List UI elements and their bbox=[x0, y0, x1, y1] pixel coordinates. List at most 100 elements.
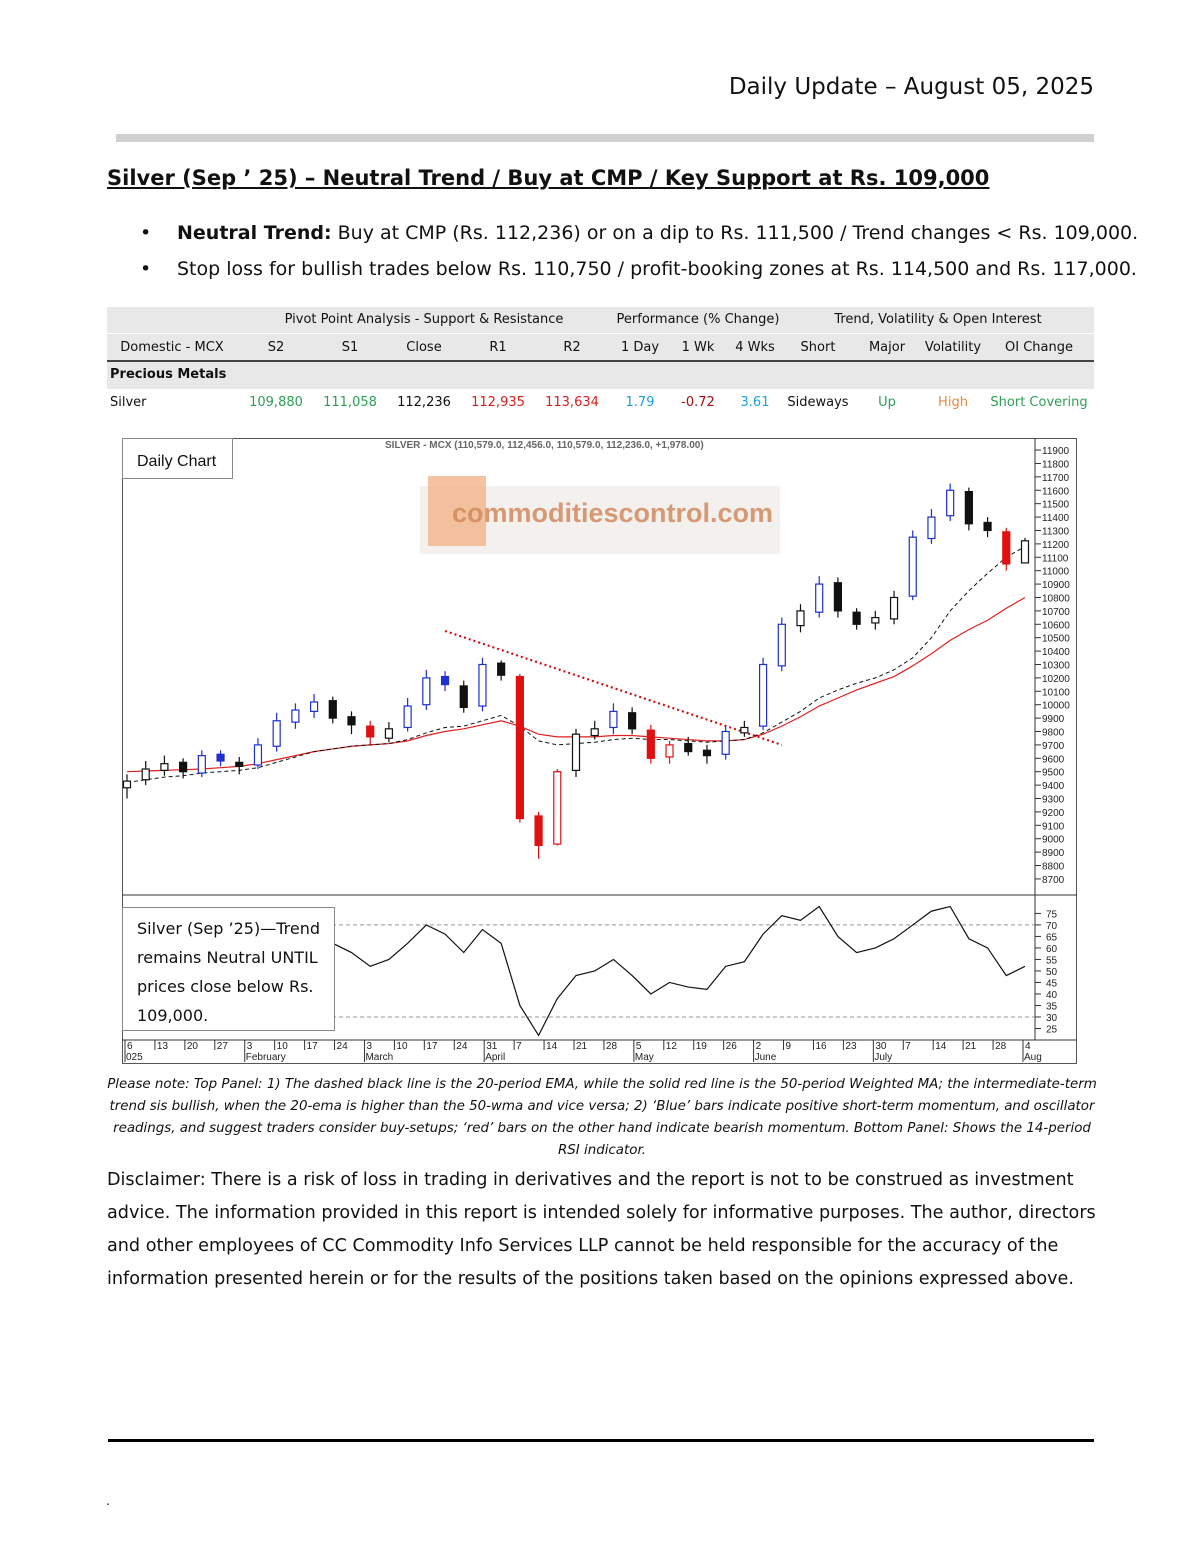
x-tick-label: 21 bbox=[965, 1041, 977, 1052]
candle-body bbox=[646, 729, 655, 759]
y-tick-label: 11800 bbox=[1042, 459, 1070, 470]
table-cell: Up bbox=[878, 395, 896, 410]
rsi-tick-label: 35 bbox=[1046, 1001, 1058, 1012]
note: Please note: Top Panel: 1) The dashed bl… bbox=[107, 1077, 1097, 1158]
month-label: February bbox=[246, 1052, 286, 1063]
x-tick-label: 13 bbox=[157, 1041, 169, 1052]
group-header-row bbox=[107, 307, 1094, 333]
month-label: May bbox=[635, 1052, 654, 1063]
column-header: Short bbox=[800, 340, 836, 355]
section-row bbox=[107, 362, 1094, 389]
y-tick-label: 10000 bbox=[1042, 701, 1070, 712]
x-tick-label: 2 bbox=[756, 1041, 762, 1052]
column-header: Close bbox=[406, 340, 442, 355]
x-tick-label: 24 bbox=[456, 1041, 468, 1052]
x-tick-label: 3 bbox=[366, 1041, 372, 1052]
x-tick-label: 10 bbox=[277, 1041, 289, 1052]
column-header-row bbox=[107, 334, 1094, 362]
y-tick-label: 9600 bbox=[1042, 754, 1065, 765]
table-cell: 3.61 bbox=[740, 395, 770, 410]
candle-body bbox=[328, 700, 337, 719]
table-cell: 109,880 bbox=[249, 395, 303, 410]
bullet-label: Neutral Trend: bbox=[177, 222, 332, 244]
rsi-tick-label: 50 bbox=[1046, 967, 1058, 978]
candle-body bbox=[609, 710, 618, 729]
x-tick-label: 28 bbox=[995, 1041, 1007, 1052]
month-label: July bbox=[874, 1052, 892, 1063]
candle-body bbox=[459, 685, 468, 708]
row-label: Silver bbox=[110, 395, 147, 410]
x-tick-label: 6 bbox=[127, 1041, 133, 1052]
label-box bbox=[122, 438, 233, 479]
candle-body bbox=[553, 771, 562, 845]
candle-body bbox=[590, 728, 599, 737]
candle-body bbox=[534, 815, 543, 847]
candle-body bbox=[197, 755, 206, 774]
candle-body bbox=[347, 716, 356, 726]
x-tick-label: 31 bbox=[486, 1041, 498, 1052]
y-tick-label: 11200 bbox=[1042, 540, 1070, 551]
candle-body bbox=[665, 744, 674, 758]
candle-body bbox=[1002, 531, 1011, 565]
candle-body bbox=[796, 610, 805, 627]
y-tick-label: 9400 bbox=[1042, 781, 1065, 792]
column-header: R2 bbox=[563, 340, 581, 355]
y-tick-label: 10900 bbox=[1042, 580, 1070, 591]
x-tick-label: 27 bbox=[217, 1041, 229, 1052]
x-tick-label: 12 bbox=[666, 1041, 678, 1052]
column-header: 1 Day bbox=[620, 340, 660, 355]
heading: Silver (Sep ’ 25) – Neutral Trend / Buy … bbox=[107, 166, 990, 190]
x-tick-label: 9 bbox=[786, 1041, 792, 1052]
rsi-tick-label: 75 bbox=[1046, 909, 1058, 920]
y-tick-label: 10400 bbox=[1042, 647, 1070, 658]
y-tick-label: 11400 bbox=[1042, 513, 1070, 524]
y-tick-label: 9100 bbox=[1042, 821, 1065, 832]
rsi-tick-label: 30 bbox=[1046, 1013, 1058, 1024]
candle-body bbox=[497, 662, 506, 676]
rsi-tick-label: 55 bbox=[1046, 955, 1058, 966]
rsi-tick-label: 25 bbox=[1046, 1024, 1058, 1035]
rsi-tick-label: 45 bbox=[1046, 978, 1058, 989]
candle-body bbox=[871, 616, 880, 624]
y-tick-label: 9900 bbox=[1042, 714, 1065, 725]
candle-body bbox=[478, 663, 487, 707]
month-label: Aug bbox=[1024, 1052, 1042, 1063]
y-tick-label: 9200 bbox=[1042, 808, 1065, 819]
y-tick-label: 10800 bbox=[1042, 593, 1070, 604]
candle-body bbox=[253, 744, 263, 766]
y-tick-label: 11900 bbox=[1042, 446, 1070, 457]
candle-body bbox=[571, 733, 581, 771]
candle-body bbox=[235, 761, 244, 767]
y-tick-label: 9500 bbox=[1042, 768, 1065, 779]
candle-body bbox=[366, 725, 375, 738]
y-tick-label: 10200 bbox=[1042, 674, 1070, 685]
y-tick-label: 10600 bbox=[1042, 620, 1070, 631]
column-header: S1 bbox=[341, 340, 359, 355]
candle-body bbox=[927, 516, 936, 540]
x-tick-label: 17 bbox=[307, 1041, 319, 1052]
column-header: Major bbox=[868, 340, 906, 355]
divider bbox=[116, 134, 1094, 142]
x-tick-label: 20 bbox=[187, 1041, 199, 1052]
x-tick-label: 28 bbox=[606, 1041, 618, 1052]
y-tick-label: 8900 bbox=[1042, 848, 1065, 859]
chart-label: Daily Chart bbox=[137, 453, 217, 470]
y-tick-label: 10100 bbox=[1042, 687, 1070, 698]
column-header: Volatility bbox=[924, 340, 982, 355]
x-tick-label: 26 bbox=[726, 1041, 738, 1052]
y-tick-label: 8700 bbox=[1042, 875, 1065, 886]
candle-body bbox=[889, 596, 899, 620]
y-tick-label: 9300 bbox=[1042, 795, 1065, 806]
column-header: 1 Wk bbox=[681, 340, 715, 355]
y-tick-label: 11300 bbox=[1042, 526, 1070, 537]
bullet-text: Stop loss for bullish trades below Rs. 1… bbox=[177, 258, 1137, 280]
month-label: March bbox=[365, 1052, 393, 1063]
group-header: Pivot Point Analysis - Support & Resista… bbox=[284, 312, 564, 327]
y-tick-label: 11000 bbox=[1042, 567, 1070, 578]
x-tick-label: 5 bbox=[636, 1041, 642, 1052]
table-cell: 112,236 bbox=[397, 395, 451, 410]
candle-body bbox=[160, 763, 169, 771]
table-cell: 1.79 bbox=[625, 395, 655, 410]
candle-body bbox=[628, 712, 637, 730]
watermark-logo bbox=[428, 476, 486, 546]
